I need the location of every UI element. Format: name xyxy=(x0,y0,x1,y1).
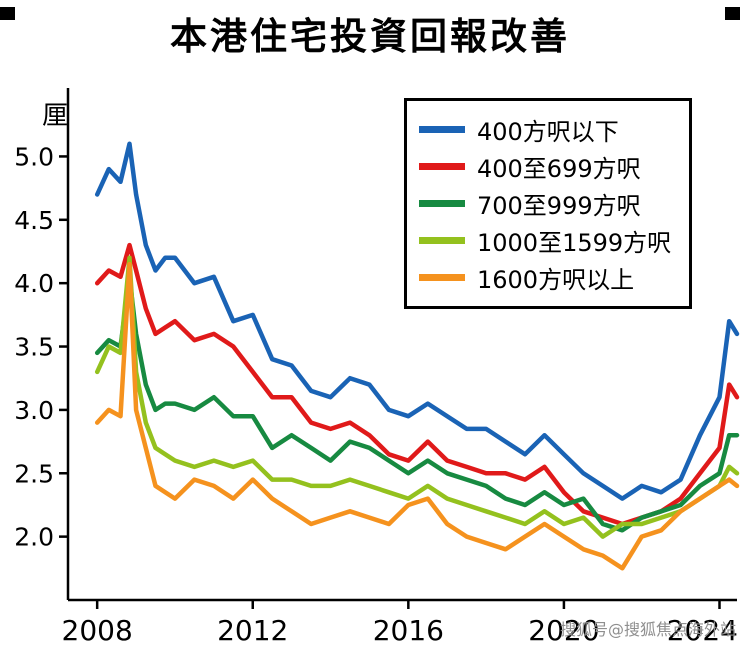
x-tick-label: 2016 xyxy=(373,614,444,644)
y-tick-label: 2.0 xyxy=(14,523,54,552)
legend: 400方呎以下 400至699方呎 700至999方呎 1000至1599方呎 … xyxy=(404,98,692,309)
legend-swatch-over-1600 xyxy=(419,274,465,281)
chart-title: 本港住宅投資回報改善 xyxy=(170,15,570,58)
series-line-1000至1599方呎 xyxy=(94,255,740,539)
y-tick-label: 2.5 xyxy=(14,459,54,488)
x-tick-label: 2012 xyxy=(217,614,288,644)
legend-swatch-700-999 xyxy=(419,200,465,207)
legend-label: 400至699方呎 xyxy=(477,155,641,183)
x-tick-label: 2008 xyxy=(62,614,133,644)
y-tick-label: 4.0 xyxy=(14,269,54,298)
legend-item-1000-1599: 1000至1599方呎 xyxy=(419,222,677,259)
chart-area: 2.0 2.5 3.0 3.5 4.0 4.5 5.0 2008 2012 2016 2020 202… xyxy=(0,60,740,647)
x-tick-label: 2024 xyxy=(667,614,738,644)
legend-item-over-1600: 1600方呎以上 xyxy=(419,259,677,296)
corner-mark-left xyxy=(0,7,15,20)
legend-item-under-400: 400方呎以下 xyxy=(419,111,677,148)
legend-label: 700至999方呎 xyxy=(477,192,641,220)
legend-label: 400方呎以下 xyxy=(477,118,619,146)
y-tick-label: 3.5 xyxy=(14,333,54,362)
series-line-400方呎以下 xyxy=(94,141,740,501)
corner-mark-right xyxy=(725,7,740,20)
series-line-1600方呎以上 xyxy=(94,261,740,571)
legend-swatch-400-699 xyxy=(419,163,465,170)
y-tick-label: 3.0 xyxy=(14,396,54,425)
legend-swatch-1000-1599 xyxy=(419,237,465,244)
y-tick-label: 5.0 xyxy=(14,142,54,171)
y-tick-label: 4.5 xyxy=(14,206,54,235)
chart-canvas: 2.0 2.5 3.0 3.5 4.0 4.5 5.0 2008 2012 2016 2020 202… xyxy=(14,88,740,647)
legend-item-700-999: 700至999方呎 xyxy=(419,185,677,222)
legend-swatch-under-400 xyxy=(419,126,465,133)
watermark: 搜狐号@搜狐焦点海外站 xyxy=(559,620,736,639)
legend-item-400-699: 400至699方呎 xyxy=(419,148,677,185)
x-tick-label: 2020 xyxy=(528,614,599,644)
legend-label: 1000至1599方呎 xyxy=(477,229,672,257)
legend-label: 1600方呎以上 xyxy=(477,266,635,294)
y-axis-unit-label: 厘 xyxy=(42,101,69,131)
